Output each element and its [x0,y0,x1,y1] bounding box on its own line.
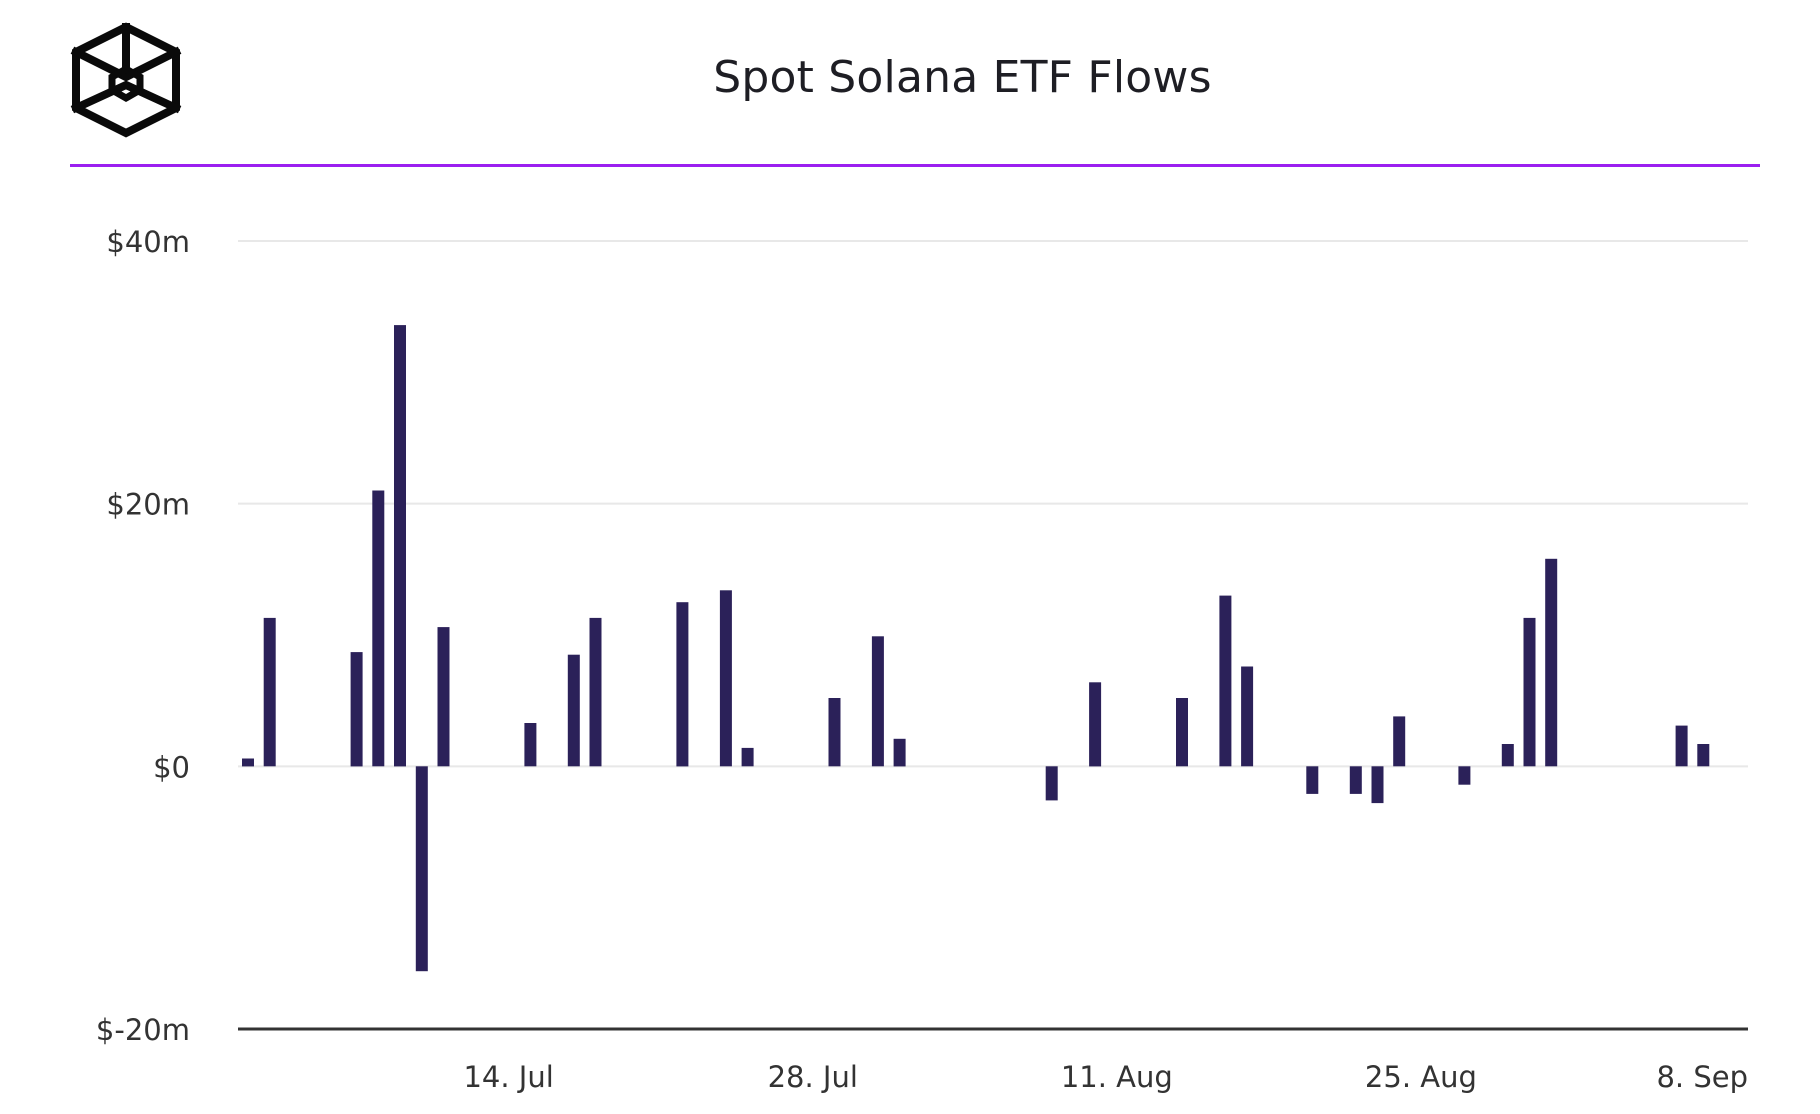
bar [567,654,580,767]
bar [589,617,602,767]
y-tick-label: $40m [106,225,190,259]
bar [1371,766,1384,804]
x-tick-labels: 14. Jul 28. Jul 11. Aug 25. Aug 8. Sep [463,1060,1748,1094]
bar [394,325,406,767]
bar [871,636,884,767]
bars [242,325,1710,972]
bar [828,698,841,767]
bar [676,602,689,767]
chart-header: Spot Solana ETF Flows [0,0,1820,170]
x-tick-label: 25. Aug [1365,1060,1477,1094]
y-tick-label: $-20m [96,1013,190,1047]
bar [1458,766,1471,785]
chart-title: Spot Solana ETF Flows [713,52,1212,103]
bar [1045,766,1058,801]
bar [1176,698,1188,767]
x-tick-label: 8. Sep [1656,1060,1748,1094]
x-tick-label: 11. Aug [1061,1060,1173,1094]
y-tick-label: $0 [153,750,190,784]
y-tick-labels: $40m $20m $0 $-20m [96,225,190,1047]
y-tick-label: $20m [106,488,190,522]
x-tick-label: 14. Jul [463,1060,553,1094]
hexagonal-cube-logo-icon [70,22,182,138]
bar [263,617,276,767]
title-accent-line [70,164,1760,167]
bar [415,766,428,972]
bar [1349,766,1362,794]
bar [1393,716,1406,767]
bar [242,758,254,767]
gridlines [238,240,1748,768]
bar [437,627,450,767]
bar [1241,666,1254,767]
bar [741,747,754,767]
bar [1089,682,1102,767]
bar [1697,744,1710,767]
bar [1501,744,1514,767]
bar [524,723,537,767]
x-tick-label: 28. Jul [768,1060,858,1094]
bar [1675,725,1688,767]
bar [1306,766,1319,794]
bar [1219,595,1232,767]
bar [372,490,385,767]
bar [1523,617,1536,767]
bar [893,738,906,767]
bar [1545,558,1558,767]
bar [350,652,363,767]
bar [719,590,732,767]
